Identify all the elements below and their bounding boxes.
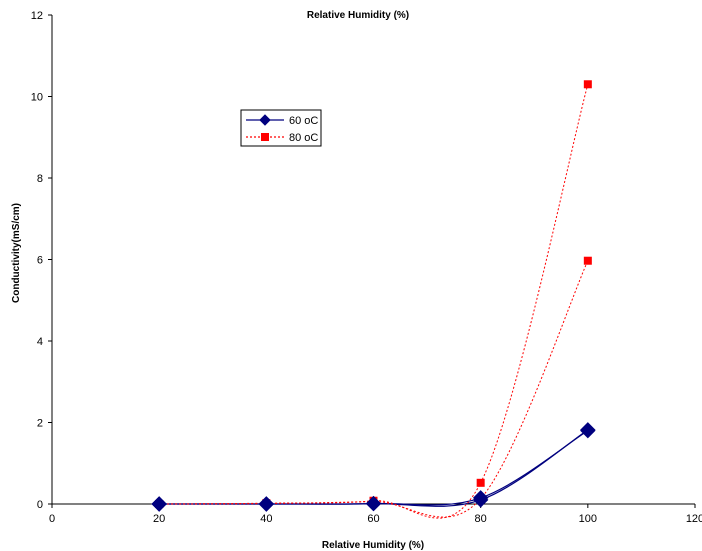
x-tick-label: 100 <box>579 513 597 525</box>
y-tick-label: 12 <box>31 10 43 22</box>
data-point-square <box>583 80 592 89</box>
series-line <box>159 84 589 519</box>
series-line <box>159 430 589 506</box>
ticks: 0 20 40 60 80 100 120 0 2 4 6 8 10 12 <box>31 10 702 525</box>
x-axis-title: Relative Humidity (%) <box>322 540 424 551</box>
data-point-square <box>583 256 592 265</box>
legend-marker-diamond <box>259 114 271 126</box>
data-point-diamond <box>580 422 596 438</box>
legend-marker-square <box>261 133 269 141</box>
data-point-diamond <box>258 496 275 512</box>
y-tick-label: 8 <box>37 173 43 185</box>
legend-label: 80 oC <box>289 132 318 144</box>
x-tick-label: 80 <box>475 513 487 525</box>
data-point-diamond <box>365 495 382 512</box>
legend-box <box>240 109 322 147</box>
x-tick-label: 40 <box>260 513 272 525</box>
y-tick-label: 4 <box>37 336 43 348</box>
series-line <box>159 429 589 507</box>
data-point-diamond <box>472 492 489 508</box>
y-axis-title: Conductivity(mS/cm) <box>11 203 22 303</box>
series-0-markers <box>151 422 596 512</box>
x-tick-label: 0 <box>49 513 55 525</box>
legend: 60 oC 80 oC <box>240 109 322 147</box>
series-0-lines <box>159 429 589 507</box>
chart-title: Relative Humidity (%) <box>307 10 409 21</box>
series-1-markers <box>155 80 592 508</box>
series-layer <box>151 80 596 519</box>
x-tick-label: 120 <box>686 513 702 525</box>
y-tick-label: 6 <box>37 255 43 267</box>
data-point-diamond <box>151 496 167 512</box>
x-tick-label: 20 <box>153 513 165 525</box>
data-point-square <box>476 478 485 487</box>
x-tick-label: 60 <box>367 513 379 525</box>
y-tick-label: 0 <box>37 499 43 511</box>
series-line <box>159 260 589 518</box>
series-1-lines <box>159 84 589 519</box>
axes <box>51 15 695 505</box>
legend-label: 60 oC <box>289 115 318 127</box>
y-tick-label: 10 <box>31 92 43 104</box>
y-tick-label: 2 <box>37 418 43 430</box>
